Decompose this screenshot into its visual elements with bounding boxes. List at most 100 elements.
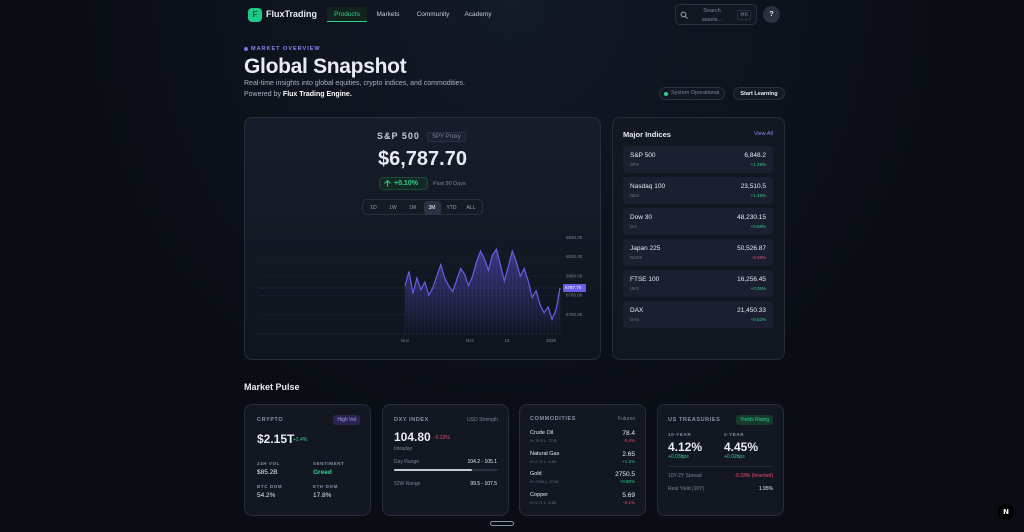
index-symbol: NDX — [630, 193, 640, 198]
index-price: 50,526.87 — [737, 245, 766, 252]
index-name: Dow 30 — [630, 214, 653, 221]
index-row[interactable]: Dow 30 DJI 48,230.15 +0.58% — [623, 208, 773, 235]
range-button[interactable]: 1M — [409, 205, 416, 211]
commodity-change: -0.1% — [623, 499, 635, 505]
range-label: 52W Range — [394, 481, 421, 487]
commodity-hl: H: 2.71 L: 2.63 — [530, 458, 557, 464]
cta-button[interactable]: Start Learning — [733, 87, 785, 100]
dxy-value: 104.80 — [394, 430, 431, 444]
range-value: 104.2 - 105.1 — [467, 459, 497, 465]
yield-value: 4.12% — [668, 440, 703, 454]
crypto-change: +2.4% — [293, 437, 308, 443]
avatar[interactable]: ? — [763, 6, 780, 23]
index-symbol: DAX — [630, 317, 640, 322]
index-symbol: SPX — [630, 162, 640, 167]
index-change: +0.58% — [750, 224, 766, 229]
index-row[interactable]: Nasdaq 100 NDX 23,510.5 +1.45% — [623, 177, 773, 204]
commodity-hl: H: 5.71 L: 5.65 — [530, 499, 557, 505]
stat-value: Greed — [313, 469, 332, 476]
brand[interactable]: FluxTrading — [266, 9, 318, 19]
commodity-change: +1.2% — [622, 458, 635, 464]
yield-value: 4.45% — [724, 440, 759, 454]
divider — [668, 466, 773, 467]
commodity-price: 78.4 — [622, 430, 635, 437]
price-line — [404, 247, 561, 322]
search-box[interactable] — [675, 4, 757, 25]
crypto-card: CRYPTO High Vol $2.15T +2.4% 24H VOL $85… — [244, 404, 371, 516]
range-button[interactable]: 1W — [389, 205, 397, 211]
nav-link[interactable]: Markets — [376, 11, 400, 18]
indices-card: Major Indices View All S&P 500 SPX 6,848.2… — [612, 117, 785, 360]
corner-badge[interactable]: N — [998, 504, 1014, 520]
logo-icon[interactable]: F — [248, 8, 262, 22]
index-change: +0.62% — [750, 317, 766, 322]
treasuries-card: US TREASURIES Yields Rising 10-YEAR 4.12… — [657, 404, 784, 516]
yield-change: +0.02bps — [724, 454, 745, 460]
view-all[interactable]: View All — [753, 131, 773, 137]
eyebrow: MARKET OVERVIEW — [251, 46, 321, 52]
dxy-change: -0.22% — [434, 435, 450, 441]
main-period: Past 90 Days — [433, 181, 466, 187]
area-fill — [405, 249, 560, 334]
card-tag: USD Strength — [467, 417, 498, 423]
price-marker-label: 6787.70 — [565, 285, 582, 290]
real-label: Real Yield (10Y) — [668, 486, 705, 492]
commodity-price: 5.69 — [622, 491, 635, 499]
card-tag: High Vol — [333, 415, 360, 425]
nav-link[interactable]: Community — [416, 11, 450, 18]
stat-label: ETH DOM — [313, 484, 338, 489]
range-value: 99.5 - 107.5 — [470, 481, 497, 487]
price-marker-box — [563, 284, 586, 293]
index-price: 21,450.33 — [737, 307, 766, 314]
nav-link[interactable]: Academy — [464, 11, 492, 18]
range-button[interactable]: ALL — [466, 205, 476, 211]
yield-change: +0.03bps — [668, 454, 689, 460]
index-name: DAX — [630, 307, 644, 314]
eyebrow-dot — [244, 47, 248, 51]
index-symbol: DJI — [630, 224, 637, 229]
stat-value: 17.8% — [313, 492, 332, 499]
pulse-title: Market Pulse — [244, 382, 300, 392]
commodity-change: +0.80% — [619, 479, 635, 484]
search-placeholder[interactable]: Search assets... — [701, 8, 723, 23]
y-tick-label: 6820.00 — [566, 254, 583, 259]
commodity-name: Gold — [530, 471, 542, 477]
spread-label: 10Y-2Y Spread — [668, 473, 702, 479]
crypto-value: $2.15T — [257, 432, 295, 446]
scroll-handle[interactable] — [490, 521, 514, 526]
index-price: 16,256.45 — [737, 276, 766, 283]
range-button[interactable]: 3M — [423, 201, 441, 215]
index-change: +0.35% — [750, 286, 766, 291]
change-pill — [379, 177, 428, 190]
index-row[interactable]: Japan 225 NI225 50,526.87 -0.48% — [623, 239, 773, 266]
dxy-sub: Intraday — [394, 446, 413, 452]
x-tick-label: Dec — [466, 338, 475, 343]
x-tick-label: 2026 — [546, 338, 557, 343]
commodity-hl: H: 79.5 L: 77.8 — [530, 438, 557, 443]
range-track — [394, 469, 498, 471]
index-price: 48,230.15 — [737, 214, 766, 221]
nav-link[interactable]: Products — [327, 7, 367, 22]
spread-value: -0.33% (Inverted) — [734, 473, 773, 479]
powered-name: Flux Trading Engine. — [282, 91, 352, 98]
stat-value: $85.2B — [257, 469, 278, 476]
card-label: US TREASURIES — [668, 417, 721, 423]
main-change: +0.10% — [394, 180, 418, 187]
index-row[interactable]: DAX DAX 21,450.33 +0.62% — [623, 301, 773, 328]
commodity-name: Natural Gas — [530, 450, 560, 457]
index-row[interactable]: S&P 500 SPX 6,848.2 +1.29% — [623, 146, 773, 173]
real-value: 1.95% — [758, 486, 773, 492]
index-price: 6,848.2 — [744, 152, 766, 159]
search-icon — [680, 11, 688, 19]
index-row[interactable]: FTSE 100 UKX 16,256.45 +0.35% — [623, 270, 773, 297]
card-label: DXY INDEX — [394, 417, 429, 423]
range-label: Day Range — [394, 459, 420, 465]
range-button[interactable]: 1D — [370, 205, 377, 211]
range-button[interactable]: YTD — [446, 205, 457, 211]
status-pill — [659, 87, 725, 100]
commodity-hl: H: 2760 L: 2740 — [530, 479, 559, 484]
y-tick-label: 6780.00 — [566, 293, 583, 298]
index-change: +1.29% — [750, 162, 766, 167]
range-fill — [394, 469, 472, 471]
